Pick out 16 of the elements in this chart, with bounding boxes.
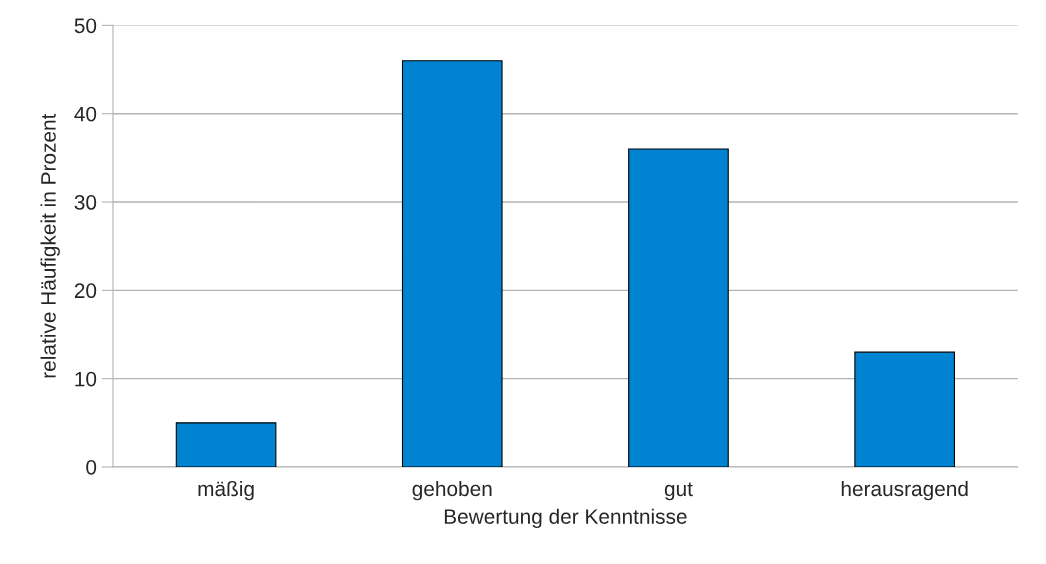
y-tick-label: 50 bbox=[74, 18, 97, 34]
x-tick-label: mäßig bbox=[198, 480, 254, 501]
bar bbox=[854, 351, 955, 467]
bar bbox=[401, 60, 503, 467]
x-tick-label: gut bbox=[664, 482, 693, 501]
bar bbox=[628, 148, 729, 467]
y-tick-label: 10 bbox=[75, 371, 97, 387]
y-tick-label: 30 bbox=[74, 195, 97, 210]
y-tick-label: 0 bbox=[86, 459, 97, 475]
bar bbox=[175, 422, 277, 467]
y-axis-title: relative Häufigkeit in Prozent bbox=[40, 113, 60, 378]
x-tick-label: herausragend bbox=[841, 480, 968, 501]
y-tick-label: 40 bbox=[74, 106, 97, 122]
x-tick-label: gehoben bbox=[412, 480, 492, 501]
x-axis-title: Bewertung der Kenntnisse bbox=[444, 508, 687, 529]
y-tick-label: 20 bbox=[74, 283, 97, 299]
